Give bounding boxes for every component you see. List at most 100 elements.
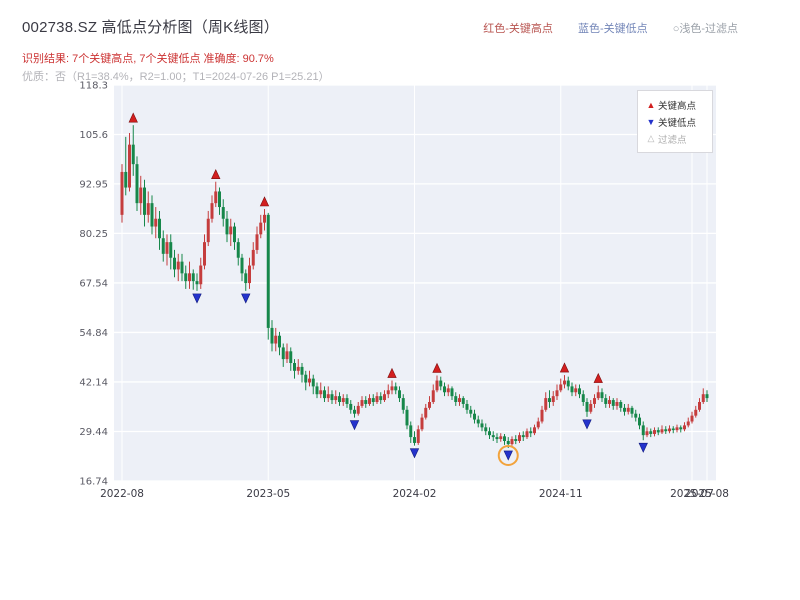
y-tick-label: 42.14: [79, 377, 108, 388]
candle-body: [240, 257, 244, 274]
candle-body: [484, 427, 488, 432]
key-high-marker: [432, 362, 442, 373]
candle-body: [195, 281, 199, 285]
legend-key-low-label: 关键低点: [658, 117, 697, 129]
candle-body: [641, 425, 645, 436]
candle-body: [405, 409, 409, 426]
candle-body: [694, 409, 698, 416]
candle-body: [548, 398, 551, 403]
candle-body: [184, 273, 188, 282]
candle-body: [611, 400, 615, 406]
candle-body: [124, 171, 128, 188]
legend-item-key-high: ▲ 关键高点: [644, 96, 706, 113]
candle-body: [705, 394, 709, 399]
candle-body: [180, 261, 184, 274]
key-low-marker: [582, 419, 592, 430]
candle-body: [574, 388, 578, 393]
candlesticks: [120, 125, 709, 448]
x-axis-labels: 2022-08 2023-05 2024-02 2024-11 2025-072025-…: [100, 488, 729, 500]
y-tick-label: 92.95: [79, 179, 108, 190]
candle-body: [570, 386, 574, 393]
candle-body: [319, 390, 323, 395]
candle-body: [450, 388, 454, 397]
key-high-markers: [128, 112, 603, 383]
candle-body: [308, 378, 311, 383]
candle-body: [210, 203, 214, 219]
candle-body: [653, 430, 656, 434]
candle-body: [188, 273, 191, 282]
candle-body: [206, 218, 210, 243]
key-high-marker: [593, 372, 603, 383]
candle-body: [135, 164, 139, 204]
candle-body: [364, 400, 368, 404]
candle-body: [630, 407, 634, 414]
candle-body: [439, 380, 443, 387]
candle-body: [323, 390, 326, 399]
candle-body: [499, 436, 503, 440]
candle-body: [165, 242, 169, 254]
candle-body: [491, 435, 495, 438]
candle-body: [679, 427, 683, 430]
candle-body: [229, 226, 233, 235]
legend-item-key-low: ▼ 关键低点: [644, 113, 706, 130]
recognition-result-text: 识别结果: 7个关键高点, 7个关键低点 准确度: 90.7%: [22, 53, 274, 65]
candle-body: [446, 388, 450, 393]
candle-body: [353, 409, 356, 414]
candle-body: [540, 409, 544, 422]
y-tick-label: 105.6: [79, 130, 108, 141]
candle-body: [251, 249, 255, 266]
candle-body: [578, 388, 581, 395]
highlight-circle: [497, 444, 519, 466]
key-high-marker: [128, 112, 138, 123]
candle-body: [341, 398, 345, 403]
key-high-marker: [387, 367, 397, 378]
candle-body: [660, 429, 664, 433]
candle-body: [349, 403, 353, 410]
candle-body: [649, 431, 653, 434]
candle-body: [604, 398, 608, 404]
key-low-marker: [192, 293, 202, 304]
candle-body: [664, 429, 668, 432]
candle-body: [311, 378, 315, 387]
candle-body: [221, 207, 225, 219]
candle-body: [510, 439, 514, 445]
candle-body: [555, 390, 559, 397]
quality-metrics-text: 优质：否（R1=38.4%，R2=1.00；T1=2024-07-26 P1=2…: [22, 71, 330, 83]
key-low-markers: [192, 293, 648, 461]
candle-body: [469, 409, 473, 414]
key-low-marker: [241, 293, 251, 304]
candle-body: [233, 226, 236, 243]
candle-body: [525, 431, 529, 438]
candle-body: [214, 191, 218, 204]
candle-body: [495, 437, 499, 440]
candle-body: [533, 427, 536, 434]
candle-body: [615, 402, 619, 406]
legend-key-high-label: 关键高点: [658, 100, 697, 112]
legend-filter-label: 过滤点: [658, 134, 687, 146]
candle-body: [338, 396, 341, 403]
candle-body: [698, 402, 701, 410]
candle-body: [300, 366, 304, 375]
color-key-low-label: 蓝色-关键低点: [577, 23, 648, 35]
candle-body: [330, 394, 334, 401]
candle-body: [285, 351, 289, 360]
y-tick-label: 80.25: [79, 229, 108, 240]
page-title: 002738.SZ 高低点分析图（周K线图）: [22, 19, 279, 36]
candle-body: [270, 327, 274, 344]
candle-body: [255, 234, 259, 250]
candle-body: [424, 407, 428, 418]
legend-item-filter: △ 过滤点: [644, 130, 706, 147]
candle-body: [326, 394, 330, 399]
candle-body: [356, 405, 360, 414]
outline-triangle-icon: △: [647, 133, 655, 143]
candle-body: [645, 431, 649, 436]
candle-body: [274, 335, 278, 344]
candle-body: [465, 403, 469, 410]
candle-body: [150, 203, 154, 227]
candle-body: [521, 435, 525, 438]
candle-body: [278, 335, 281, 348]
candle-body: [345, 398, 349, 404]
candle-body: [529, 431, 533, 434]
candle-body: [128, 144, 131, 188]
